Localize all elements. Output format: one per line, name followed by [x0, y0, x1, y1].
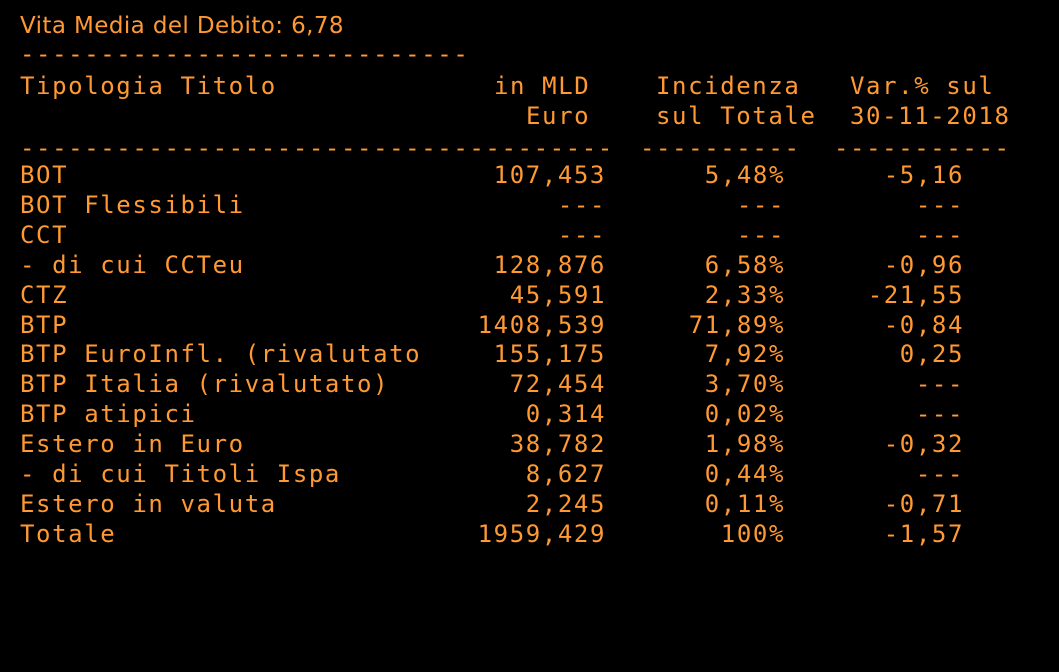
row-value-variazione: -0,96 [883, 250, 964, 279]
row-value-incidenza: 71,89% [688, 310, 785, 339]
row-value-variazione: -5,16 [883, 161, 964, 189]
row-value-incidenza: 7,92% [704, 340, 785, 369]
row-name: BTP Italia (rivalutato) [20, 370, 390, 399]
row-name: CCT [20, 220, 69, 249]
row-value-mld: 2,245 [525, 489, 606, 518]
row-name: Estero in Euro [20, 430, 245, 459]
table-row: Totale 1959,429 100% -1,57 [20, 519, 1040, 549]
row-value-mld: 1959,429 [477, 519, 606, 548]
row-value-incidenza: 100% [720, 519, 785, 548]
title-divider: ---------------------------- [20, 44, 470, 64]
table-row: Estero in valuta 2,245 0,11% -0,71 [20, 489, 1040, 519]
row-value-mld: 8,627 [525, 460, 606, 488]
column-header-tipologia: Tipologia Titolo [20, 72, 277, 100]
row-value-variazione: -21,55 [867, 280, 964, 309]
row-value-mld: 45,591 [509, 280, 606, 309]
row-value-incidenza: --- [736, 220, 785, 249]
row-name: - di cui CCTeu [20, 250, 245, 279]
column-header-mld-line1: in MLD [494, 72, 591, 100]
header-divider-var: ----------- [834, 138, 1011, 158]
row-value-variazione: --- [915, 400, 964, 429]
row-value-mld: 155,175 [493, 340, 606, 369]
column-header-mld-line2: Euro [526, 102, 591, 130]
row-value-variazione: --- [915, 220, 964, 249]
row-name: BTP EuroInfl. (rivalutato [20, 340, 422, 369]
row-name: - di cui Titoli Ispa [20, 460, 341, 488]
row-value-mld: --- [557, 220, 606, 249]
table-row: BTP atipici 0,314 0,02% --- [20, 399, 1040, 429]
row-value-variazione: --- [915, 190, 964, 219]
header-divider-incidenza: ---------- [640, 138, 801, 158]
row-value-mld: 128,876 [493, 250, 606, 279]
table-row: Estero in Euro 38,782 1,98% -0,32 [20, 429, 1040, 459]
row-name: Totale [20, 519, 117, 548]
page-title: Vita Media del Debito: 6,78 [20, 13, 344, 39]
table-row: BOT Flessibili --- --- --- [20, 190, 1040, 220]
row-name: BTP atipici [20, 400, 197, 429]
row-value-variazione: -1,57 [883, 519, 964, 548]
table-row: BTP 1408,539 71,89% -0,84 [20, 310, 1040, 340]
row-value-incidenza: --- [736, 190, 785, 219]
row-value-incidenza: 3,70% [704, 370, 785, 399]
row-value-variazione: -0,32 [883, 430, 964, 459]
debt-report-screen: Vita Media del Debito: 6,78 ------------… [20, 13, 1040, 549]
row-value-incidenza: 2,33% [704, 280, 785, 309]
row-value-variazione: --- [915, 370, 964, 399]
row-value-mld: 1408,539 [477, 310, 606, 339]
row-value-mld: 0,314 [525, 400, 606, 429]
row-value-mld: --- [557, 190, 606, 219]
column-header-incidenza-line1: Incidenza [656, 72, 801, 100]
column-header-var-line1: Var.% sul [850, 72, 995, 100]
column-header-var-line2: 30-11-2018 [850, 102, 1011, 130]
row-value-incidenza: 6,58% [704, 250, 785, 279]
row-value-incidenza: 0,11% [704, 489, 785, 518]
table-row: BOT 107,453 5,48% -5,16 [20, 160, 1040, 190]
row-value-mld: 107,453 [493, 161, 606, 189]
row-value-incidenza: 0,02% [704, 400, 785, 429]
row-value-variazione: -0,84 [883, 310, 964, 339]
row-value-variazione: --- [915, 460, 964, 488]
table-row: CCT --- --- --- [20, 220, 1040, 250]
row-value-mld: 38,782 [509, 430, 606, 459]
row-value-incidenza: 0,44% [704, 460, 785, 488]
row-value-incidenza: 1,98% [704, 430, 785, 459]
table-row: BTP Italia (rivalutato) 72,454 3,70% --- [20, 369, 1040, 399]
column-header-incidenza-line2: sul Totale [656, 102, 817, 130]
table-row: - di cui Titoli Ispa 8,627 0,44% --- [20, 459, 1040, 489]
table-row: CTZ 45,591 2,33% -21,55 [20, 280, 1040, 310]
table-row: - di cui CCTeu 128,876 6,58% -0,96 [20, 250, 1040, 280]
row-name: BOT [20, 161, 69, 189]
row-name: CTZ [20, 280, 69, 309]
row-name: BOT Flessibili [20, 190, 245, 219]
row-value-variazione: -0,71 [883, 489, 964, 518]
row-value-mld: 72,454 [509, 370, 606, 399]
row-value-incidenza: 5,48% [704, 161, 785, 189]
row-value-variazione: 0,25 [899, 340, 964, 369]
header-divider-left: ------------------------------------- [20, 138, 614, 158]
row-name: BTP [20, 310, 69, 339]
row-name: Estero in valuta [20, 489, 277, 518]
table-row: BTP EuroInfl. (rivalutato 155,175 7,92% 0,2… [20, 339, 1040, 369]
